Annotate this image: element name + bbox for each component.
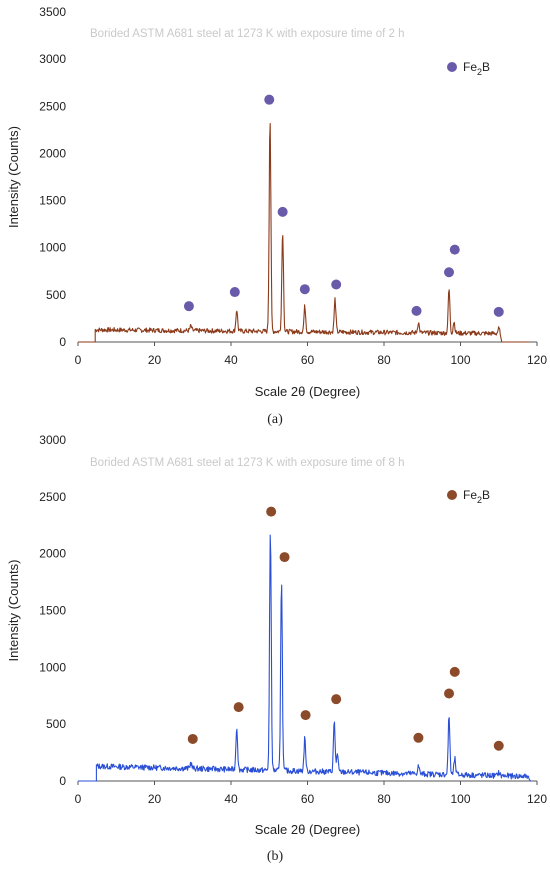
fe2b-peak-marker [299, 284, 310, 295]
chart-panel-a: 0 500 1000 1500 2000 2500 3000 3500 0 20 40 60 80 100… [0, 0, 550, 432]
spectrum-line [78, 534, 532, 782]
fe2b-peak-marker [449, 666, 460, 677]
y-tick-label: 1500 [39, 194, 66, 208]
fe2b-peak-marker [331, 279, 342, 290]
y-tick-label: 1500 [39, 604, 66, 618]
legend-label: Fe2B [463, 488, 490, 505]
fe2b-peak-marker [444, 688, 455, 699]
x-tick-label: 120 [527, 353, 547, 367]
x-axis-title: Scale 2θ (Degree) [255, 822, 361, 837]
x-tick-label: 100 [450, 353, 470, 367]
legend-label-tail: B [482, 488, 490, 502]
xrd-chart-b: 0 500 1000 1500 2000 2500 3000 0 20 40 60 80 100 120 B… [6, 433, 547, 864]
x-tick-label: 80 [377, 353, 391, 367]
y-tick-label: 2500 [39, 99, 66, 113]
fe2b-peak-marker [444, 267, 455, 278]
y-tick-label: 1000 [39, 660, 66, 674]
legend-label-tail: B [482, 60, 490, 74]
legend: Fe2B [447, 488, 490, 505]
y-tick-label: 500 [46, 288, 66, 302]
x-tick-label: 0 [75, 353, 82, 367]
fe2b-peak-marker [331, 694, 342, 705]
y-tick-label: 3500 [39, 5, 66, 19]
y-axis-title: Intensity (Counts) [6, 560, 21, 662]
x-tick-label: 20 [148, 792, 162, 806]
spectrum-line [78, 122, 530, 343]
fe2b-peak-marker [277, 206, 288, 217]
fe2b-peak-marker [449, 244, 460, 255]
chart-title: Borided ASTM A681 steel at 1273 K with e… [90, 28, 405, 40]
fe2b-peak-marker [229, 287, 240, 298]
fe2b-peak-marker [264, 94, 275, 105]
fe2b-peak-marker [493, 306, 504, 317]
y-tick-label: 0 [59, 335, 66, 349]
fe2b-peak-marker [187, 733, 198, 744]
legend-marker [447, 62, 457, 72]
y-tick-label: 500 [46, 717, 66, 731]
y-tick-label: 2000 [39, 547, 66, 561]
chart-title: Borided ASTM A681 steel at 1273 K with e… [90, 457, 405, 469]
fe2b-peak-marker [413, 732, 424, 743]
x-tick-label: 40 [224, 353, 238, 367]
x-tick-label: 20 [148, 353, 162, 367]
legend-marker [447, 490, 457, 500]
x-tick-label: 60 [301, 792, 315, 806]
fe2b-peak-marker [233, 702, 244, 713]
x-tick-label: 100 [450, 792, 470, 806]
fe2b-peak-marker [266, 506, 277, 517]
legend-label-main: Fe [463, 60, 477, 74]
x-tick-label: 80 [377, 792, 391, 806]
xrd-chart-a: 0 500 1000 1500 2000 2500 3000 3500 0 20 40 60 80 100… [6, 5, 547, 427]
x-tick-label: 40 [224, 792, 238, 806]
figure-caption: (b) [267, 849, 284, 864]
x-tick-label: 0 [75, 792, 82, 806]
y-tick-label: 3000 [39, 433, 66, 447]
y-tick-label: 0 [59, 774, 66, 788]
y-tick-label: 3000 [39, 52, 66, 66]
x-axis-title: Scale 2θ (Degree) [255, 384, 361, 399]
fe2b-peak-marker [300, 710, 311, 721]
legend-label: Fe2B [463, 60, 490, 77]
legend-label-main: Fe [463, 488, 477, 502]
legend: Fe2B [447, 60, 490, 77]
y-tick-label: 2500 [39, 490, 66, 504]
fe2b-peak-marker [411, 305, 422, 316]
y-tick-label: 2000 [39, 146, 66, 160]
figure-caption: (a) [267, 412, 283, 427]
fe2b-peak-marker [183, 301, 194, 312]
fe2b-peak-marker [493, 740, 504, 751]
legend-label-sub: 2 [477, 67, 482, 77]
x-tick-label: 120 [527, 792, 547, 806]
legend-label-sub: 2 [477, 495, 482, 505]
fe2b-peak-marker [279, 552, 290, 563]
y-axis-title: Intensity (Counts) [6, 126, 21, 228]
x-tick-label: 60 [301, 353, 315, 367]
chart-panel-b: 0 500 1000 1500 2000 2500 3000 0 20 40 60 80 100 120 B… [0, 432, 550, 870]
y-tick-label: 1000 [39, 241, 66, 255]
